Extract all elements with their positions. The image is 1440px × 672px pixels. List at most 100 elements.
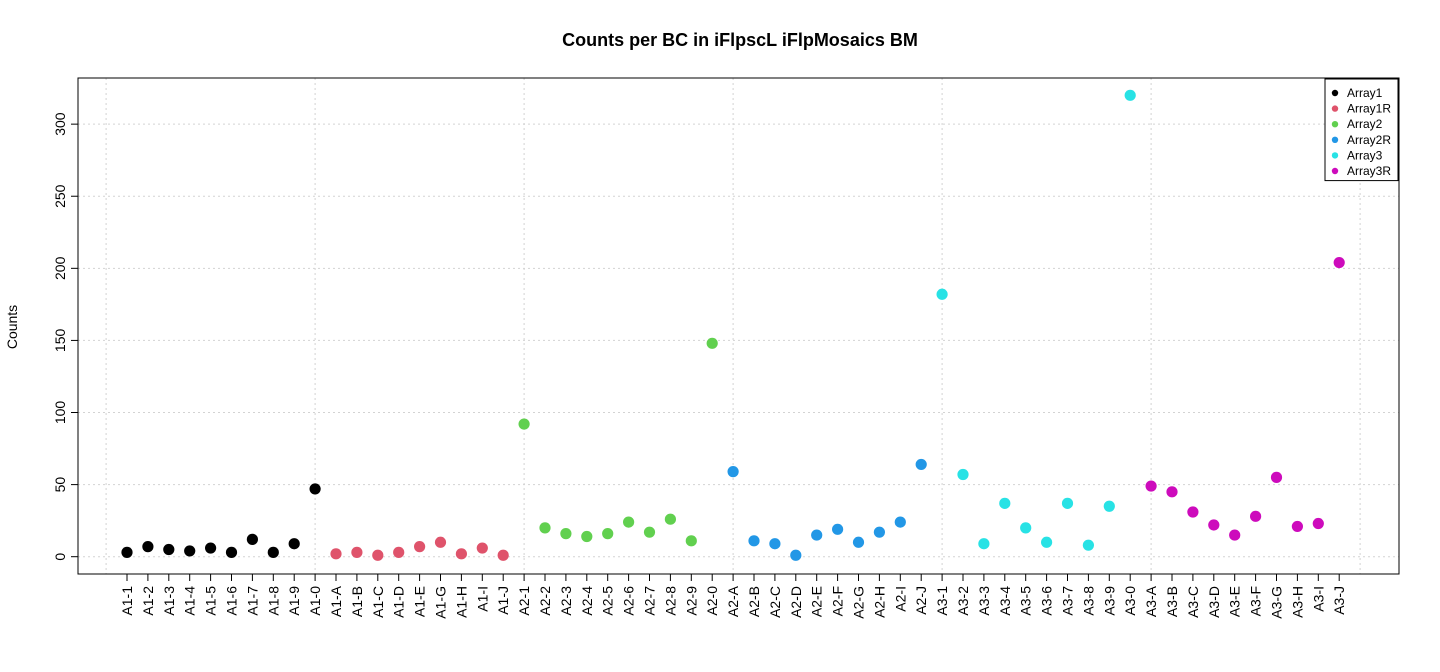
data-point [497,549,509,561]
data-point [1166,486,1178,498]
data-point [999,497,1011,509]
x-tick-label: A2-I [892,586,908,612]
legend-marker [1331,121,1339,128]
x-tick-label: A3-C [1185,586,1201,618]
data-point [1312,517,1324,530]
data-point [351,546,363,558]
legend-marker [1331,152,1339,159]
data-point [225,546,238,558]
data-point [727,466,739,478]
data-point [1041,536,1053,548]
x-tick-label: A1-E [412,586,428,617]
data-point [1250,510,1262,522]
data-point [643,526,656,538]
x-tick-label: A1-A [328,585,344,617]
data-point [1333,256,1345,269]
data-point [309,483,321,495]
x-tick-label: A1-J [495,586,511,615]
axes: 0 50 100 150 200 250 300 A1-1 A1-2 A1-3 A1-4 A1-5 A1… [52,77,1400,619]
x-tick-label: A2-2 [537,586,553,616]
data-points [121,89,1345,561]
x-tick-label: A1-B [349,586,365,617]
data-point [852,536,865,548]
y-tick-label: 250 [52,184,68,208]
x-tick-label: A3-9 [1101,586,1117,616]
data-point [790,549,802,561]
legend-marker [1331,89,1339,97]
data-point [372,549,384,561]
data-point [873,526,886,538]
data-point [664,513,677,525]
y-tick-label: 100 [52,401,68,425]
data-point [434,536,447,548]
x-tick-label: A2-B [746,586,762,617]
data-point [1124,89,1136,101]
chart-title: Counts per BC in iFlpscL iFlpMosaics BM [562,30,918,50]
data-point [163,543,175,556]
x-tick-label: A3-6 [1039,586,1055,616]
x-tick-label: A2-8 [662,586,678,616]
x-tick-label: A2-3 [558,586,574,616]
x-tick-label: A3-A [1143,585,1159,617]
grid [78,78,1399,574]
x-tick-label: A1-H [453,586,469,618]
x-tick-label: A2-H [871,586,887,618]
legend-label: Array2 [1347,117,1383,131]
data-point [539,522,551,534]
x-tick-label: A3-0 [1122,586,1138,616]
x-tick-label: A1-D [391,586,407,618]
x-tick-label: A3-D [1206,586,1222,618]
x-tick-label: A2-A [725,585,741,617]
y-tick-label: 50 [52,477,68,493]
x-tick-label: A3-8 [1080,586,1096,616]
x-tick-label: A3-5 [1018,586,1034,616]
x-tick-label: A2-0 [704,586,720,616]
legend-label: Array2R [1347,133,1391,147]
x-tick-label: A1-1 [119,586,135,616]
data-point [1187,506,1199,518]
data-point [184,545,196,557]
x-tick-label: A3-B [1164,586,1180,617]
y-tick-label: 200 [52,256,68,280]
x-tick-label: A2-C [767,586,783,618]
data-point [1020,522,1032,534]
x-tick-label: A2-7 [642,586,658,616]
data-point [894,516,906,528]
y-tick-label: 300 [52,112,68,136]
x-tick-label: A1-9 [286,586,302,616]
x-tick-label: A1-G [433,586,449,619]
legend-label: Array3R [1347,164,1391,178]
x-tick-label: A1-2 [140,586,156,616]
data-point [1270,471,1283,483]
legend-label: Array1R [1347,102,1391,116]
data-point [769,538,781,550]
x-tick-label: A2-1 [516,586,532,616]
data-point [978,538,990,550]
y-tick-label: 150 [52,329,68,353]
data-point [602,528,614,540]
data-point [1229,529,1241,541]
y-tick-label: 0 [52,553,68,561]
legend-marker [1331,136,1339,143]
x-tick-label: A1-3 [161,586,177,616]
data-point [748,535,760,547]
plot-frame [77,77,1400,575]
data-point [581,530,593,543]
x-tick-label: A2-4 [579,586,595,616]
data-point [476,542,488,554]
x-tick-label: A2-9 [683,586,699,616]
data-point [832,523,844,535]
legend-marker [1331,105,1339,112]
x-tick-label: A1-0 [307,586,323,616]
x-tick-label: A1-I [474,586,490,612]
x-tick-label: A3-E [1227,586,1243,617]
data-point [330,548,342,560]
x-tick-label: A1-8 [265,586,281,616]
data-point [518,418,530,430]
x-tick-label: A1-5 [203,586,219,616]
data-point [706,337,718,349]
data-point [142,541,154,553]
x-tick-label: A2-E [809,586,825,617]
